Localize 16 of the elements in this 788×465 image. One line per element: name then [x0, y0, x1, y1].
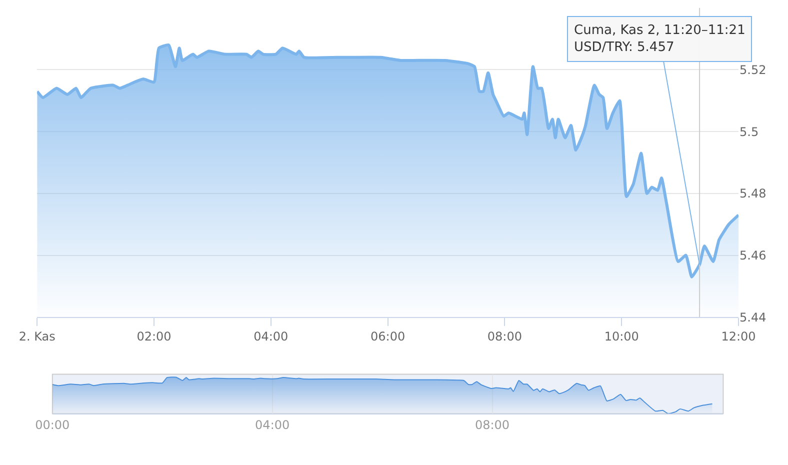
y-tick-label: 5.44	[740, 310, 766, 324]
y-tick-label: 5.46	[740, 248, 766, 262]
annotation: Cuma, Kas 2, 11:20–11:21 USD/TRY: 5.457	[574, 23, 746, 55]
y-tick-label: 5.48	[740, 186, 766, 201]
y-tick-label: 5.52	[740, 62, 766, 77]
x-tick-label: 12:00	[721, 330, 756, 344]
x-tick-label: 08:00	[487, 330, 522, 344]
x-tick-label: 06:00	[370, 330, 406, 344]
x-tick-label: 08:00	[474, 418, 510, 432]
x-tick-label: 02:00	[136, 330, 172, 344]
x-tick-label: 00:00	[35, 418, 70, 432]
x-tick-label: 2. Kas	[18, 330, 56, 344]
x-tick-label: 04:00	[254, 330, 288, 344]
y-tick-label: 5.5	[740, 124, 759, 139]
x-tick-label: 04:00	[255, 418, 290, 432]
x-tick-label: 10:00	[604, 330, 639, 344]
